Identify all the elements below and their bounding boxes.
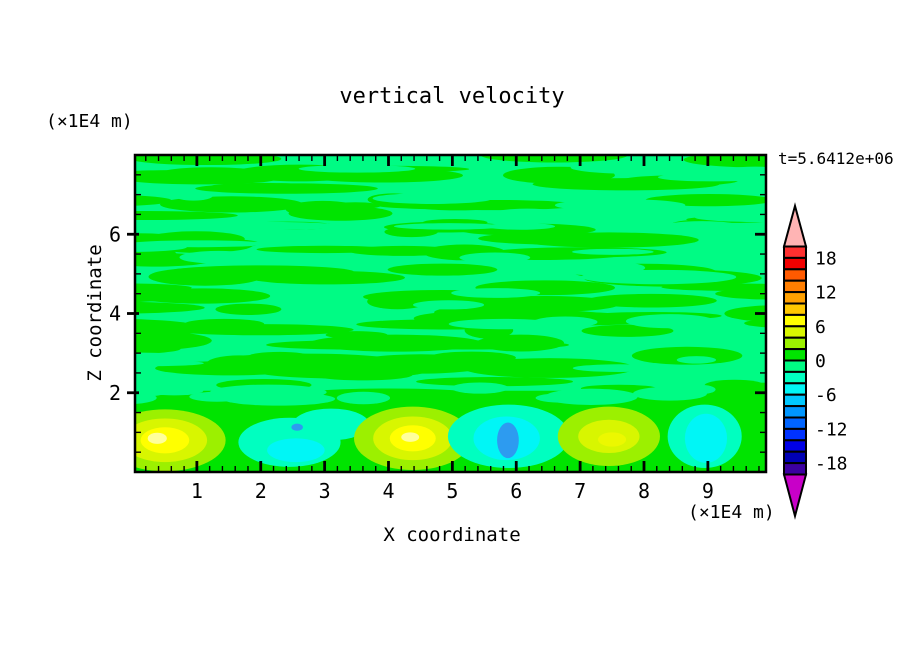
x-tick-label: 6 [510, 479, 522, 503]
colorbar-cell [783, 325, 807, 339]
colorbar: 18 12 6 0 -6 -12 -18 [782, 202, 848, 520]
colorbar-label: -6 [815, 385, 837, 406]
tick-labels: 1 2 3 4 5 6 7 8 9 2 4 6 [109, 222, 714, 503]
colorbar-cell [783, 439, 807, 453]
colorbar-label: 12 [815, 283, 837, 304]
contour-plot: 1 2 3 4 5 6 7 8 9 2 4 6 [109, 153, 768, 503]
x-tick-label: 7 [574, 479, 586, 503]
x-tick-label: 2 [255, 479, 267, 503]
colorbar-label: 6 [815, 317, 826, 338]
updraft-cell [557, 406, 660, 467]
colorbar-cell [783, 370, 807, 385]
updraft-cell [135, 409, 226, 472]
chart-title: vertical velocity [339, 84, 565, 109]
x-tick-label: 3 [319, 479, 331, 503]
colorbar-cell [783, 382, 807, 396]
time-annotation: t=5.6412e+06 [778, 149, 894, 168]
colorbar-cell [783, 348, 807, 362]
colorbar-cell [783, 268, 807, 282]
z-tick-label: 2 [109, 381, 121, 405]
colorbar-cell [783, 279, 807, 294]
updraft-cell [354, 406, 472, 471]
z-tick-label: 6 [109, 222, 121, 246]
z-axis-title-text: Z coordinate [84, 244, 106, 382]
colorbar-cell [783, 462, 807, 476]
colorbar-cell [783, 427, 807, 442]
colorbar-cell [783, 291, 807, 305]
colorbar-cell [783, 416, 807, 430]
contour-field [135, 155, 766, 472]
colorbar-cell [783, 336, 807, 351]
downdraft-cell [447, 404, 570, 469]
x-axis-title: X coordinate [383, 524, 521, 546]
x-tick-label: 5 [446, 479, 458, 503]
colorbar-cell [783, 393, 807, 408]
x-tick-label: 1 [191, 479, 203, 503]
x-tick-label: 9 [702, 479, 714, 503]
colorbar-label: 18 [815, 248, 837, 269]
z-axis-unit-label: (×1E4 m) [46, 111, 133, 132]
colorbar-label: 0 [815, 351, 826, 372]
z-tick-label: 4 [109, 302, 121, 326]
plot-frame [133, 153, 768, 474]
colorbar-under-arrow [782, 473, 808, 520]
colorbar-label: -18 [815, 454, 848, 475]
colorbar-cell [783, 245, 807, 259]
downdraft-cell [238, 408, 370, 467]
colorbar-cell [783, 405, 807, 419]
colorbar-cell [783, 359, 807, 373]
x-tick-label: 8 [638, 479, 650, 503]
colorbar-label: -12 [815, 419, 848, 440]
colorbar-cell [783, 450, 807, 465]
downdraft-cell [667, 404, 742, 469]
x-tick-label: 4 [382, 479, 394, 503]
colorbar-cell [783, 313, 807, 328]
colorbar-cell [783, 256, 807, 271]
colorbar-over-arrow [782, 202, 808, 248]
x-axis-unit-label: (×1E4 m) [688, 502, 775, 523]
colorbar-cell [783, 302, 807, 316]
